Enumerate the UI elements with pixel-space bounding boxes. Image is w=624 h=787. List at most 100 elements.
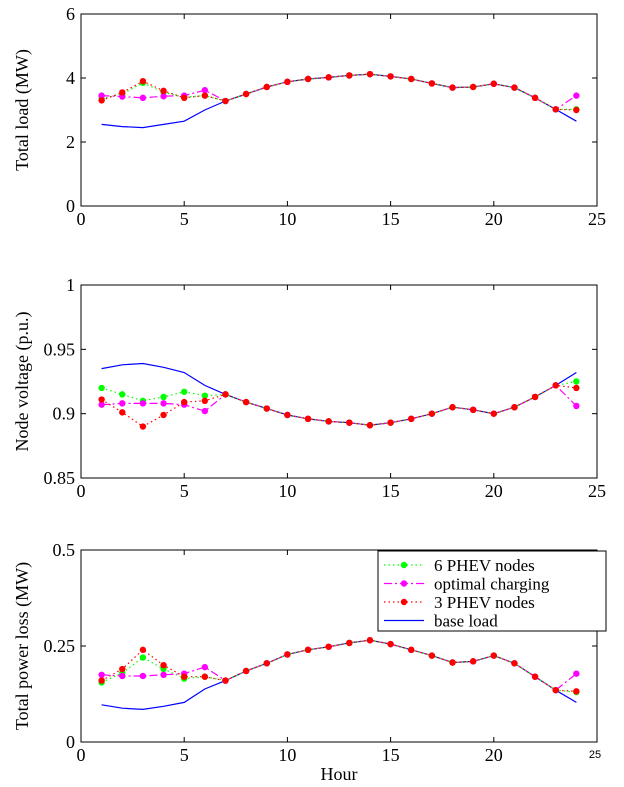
x-tick-label: 25: [588, 209, 606, 229]
data-point-optimal-charging: [160, 671, 167, 678]
data-point-3-phev-nodes: [387, 640, 394, 648]
y-tick-label: 0.5: [53, 540, 76, 560]
series-line-6-phev-nodes: [101, 73, 577, 111]
data-point-3-phev-nodes: [139, 646, 147, 654]
data-point-3-phev-nodes: [573, 384, 580, 392]
data-point-3-phev-nodes: [325, 74, 332, 81]
data-point-optimal-charging: [98, 401, 105, 408]
data-point-3-phev-nodes: [490, 652, 497, 659]
legend-label: optimal charging: [434, 575, 550, 594]
data-point-3-phev-nodes: [469, 406, 477, 414]
data-point-3-phev-nodes: [449, 84, 456, 91]
x-tick-label: 0: [77, 745, 86, 765]
data-point-3-phev-nodes: [139, 78, 147, 85]
data-point-3-phev-nodes: [366, 422, 374, 429]
data-point-3-phev-nodes: [408, 415, 415, 423]
y-tick-label: 1: [66, 275, 75, 295]
series-line-6-phev-nodes: [101, 639, 577, 693]
y-tick-label: 0.95: [44, 339, 76, 359]
y-axis-label: Total power loss (MW): [12, 562, 33, 730]
data-point-3-phev-nodes: [408, 646, 415, 654]
data-point-3-phev-nodes: [242, 667, 250, 675]
data-point-optimal-charging: [160, 400, 167, 407]
x-tick-label: 25: [588, 481, 606, 501]
data-point-3-phev-nodes: [222, 391, 229, 398]
data-point-3-phev-nodes: [304, 646, 312, 654]
y-tick-label: 0: [66, 732, 75, 752]
data-point-optimal-charging: [201, 407, 209, 415]
plot-frame: [80, 284, 598, 479]
data-point-3-phev-nodes: [449, 404, 456, 411]
series-line-3-phev-nodes: [101, 639, 577, 692]
data-point-6-phev-nodes: [181, 388, 188, 395]
data-point-3-phev-nodes: [366, 70, 374, 78]
series-line-optimal-charging: [101, 73, 577, 111]
series-line-3-phev-nodes: [101, 384, 577, 428]
data-point-3-phev-nodes: [531, 393, 539, 401]
data-point-3-phev-nodes: [490, 410, 497, 417]
series-line-base-load: [101, 362, 577, 426]
data-point-6-phev-nodes: [201, 392, 209, 399]
data-point-3-phev-nodes: [531, 673, 539, 680]
data-point-3-phev-nodes: [511, 84, 518, 91]
data-point-optimal-charging: [98, 671, 105, 678]
data-point-3-phev-nodes: [428, 80, 436, 87]
x-tick-label: 5: [180, 745, 189, 765]
data-point-3-phev-nodes: [325, 418, 332, 425]
data-point-6-phev-nodes: [573, 378, 580, 385]
plot-frame: [80, 13, 598, 207]
data-point-3-phev-nodes: [573, 106, 580, 114]
y-tick-label: 2: [66, 132, 75, 152]
data-point-3-phev-nodes: [346, 639, 353, 647]
data-point-3-phev-nodes: [284, 78, 291, 86]
data-point-3-phev-nodes: [98, 396, 105, 403]
y-tick-label: 6: [66, 4, 75, 24]
y-axis-label: Node voltage (p.u.): [12, 312, 33, 452]
x-tick-label: 10: [278, 209, 296, 229]
data-point-optimal-charging: [119, 672, 126, 680]
data-point-6-phev-nodes: [160, 393, 167, 401]
x-tick-label: 20: [485, 209, 503, 229]
data-point-3-phev-nodes: [304, 415, 312, 423]
legend-box: [377, 550, 607, 632]
data-point-3-phev-nodes: [511, 404, 518, 411]
chart-panel-1: 0 5 10 15 20 25 0 2 4 6 Total load (MW): [12, 4, 606, 229]
data-point-3-phev-nodes: [160, 662, 167, 669]
data-point-3-phev-nodes: [449, 659, 456, 666]
data-point-3-phev-nodes: [119, 665, 126, 673]
legend-label: 3 PHEV nodes: [434, 593, 535, 612]
data-point-3-phev-nodes: [263, 405, 270, 412]
legend-label: base load: [434, 612, 498, 631]
data-point-3-phev-nodes: [552, 686, 559, 694]
data-point-3-phev-nodes: [552, 382, 559, 389]
data-point-optimal-charging: [119, 400, 126, 407]
data-point-3-phev-nodes: [201, 673, 209, 680]
chart-panel-3: 0 5 10 15 20 25 0 0.25 0.5 Total power loss (MW) 6…: [12, 540, 607, 765]
data-point-3-phev-nodes: [139, 423, 147, 430]
data-point-3-phev-nodes: [201, 92, 209, 99]
series-line-optimal-charging: [101, 639, 577, 691]
data-point-3-phev-nodes: [181, 94, 188, 102]
x-tick-label: 20: [485, 481, 503, 501]
data-point-3-phev-nodes: [222, 97, 229, 105]
y-tick-label: 0: [66, 196, 75, 216]
data-point-3-phev-nodes: [181, 398, 188, 406]
data-point-3-phev-nodes: [346, 419, 353, 426]
data-point-3-phev-nodes: [511, 660, 518, 667]
data-point-optimal-charging: [573, 402, 580, 410]
x-tick-label: 0: [77, 481, 86, 501]
data-point-optimal-charging: [201, 663, 209, 671]
data-point-3-phev-nodes: [119, 409, 126, 416]
x-tick-label: 10: [278, 481, 296, 501]
data-point-6-phev-nodes: [119, 391, 126, 398]
data-point-3-phev-nodes: [325, 643, 332, 650]
data-point-3-phev-nodes: [201, 397, 209, 404]
data-point-optimal-charging: [139, 400, 147, 407]
data-point-3-phev-nodes: [284, 411, 291, 419]
data-point-optimal-charging: [201, 86, 209, 94]
x-tick-label: 25: [589, 749, 601, 761]
x-tick-label: 15: [382, 481, 400, 501]
data-point-3-phev-nodes: [284, 651, 291, 658]
data-point-3-phev-nodes: [160, 87, 167, 95]
